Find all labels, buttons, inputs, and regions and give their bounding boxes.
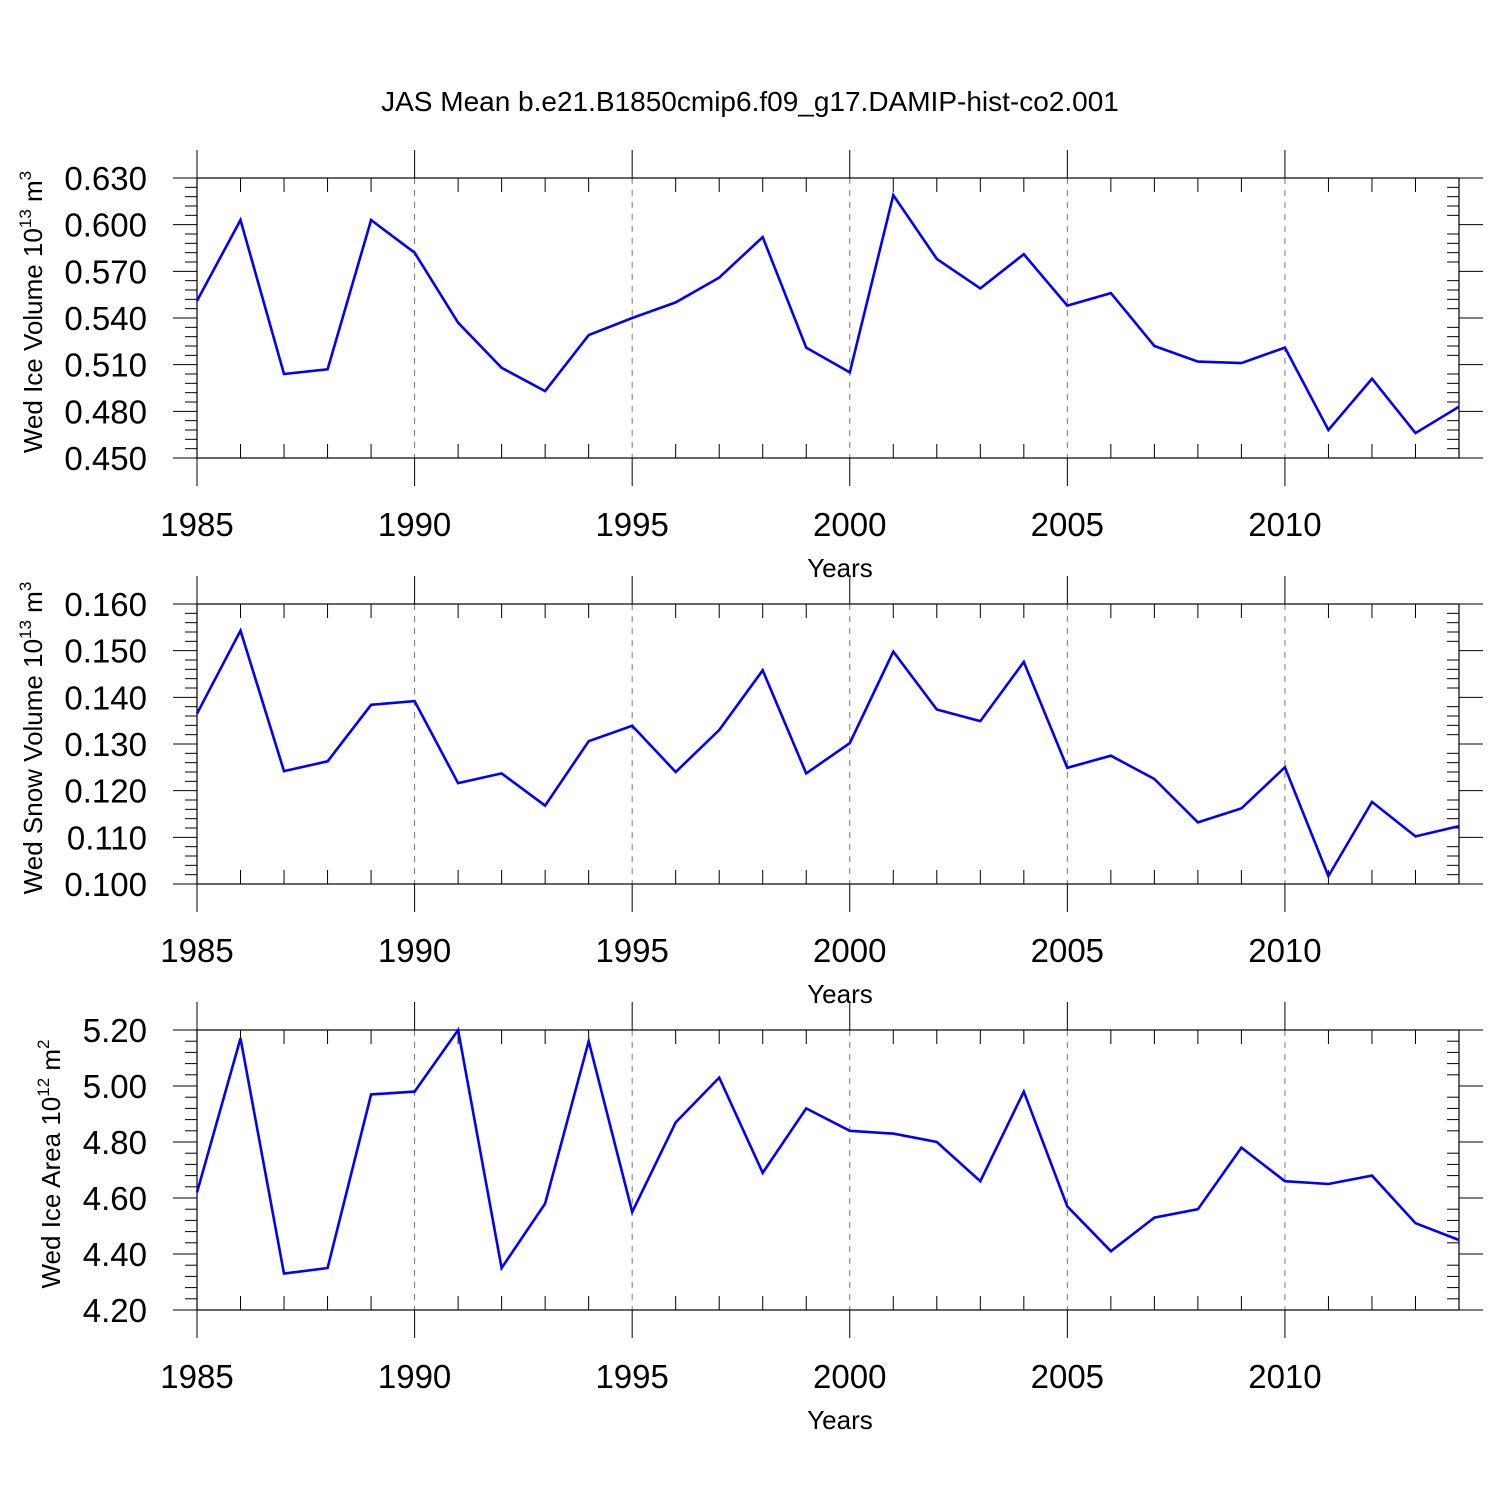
- series-line: [195, 627, 1460, 880]
- y-label-exponent: 13: [16, 209, 35, 228]
- chart-panel-1: 1985 1990 1995 2000 2005 2010 Years 0.450 0.480 0…: [16, 150, 1483, 583]
- y-tick-label: 5.00: [83, 1068, 147, 1105]
- x-tick-label: 1995: [595, 1358, 668, 1395]
- x-tick-label: 1985: [160, 932, 233, 969]
- y-label-unit-exponent: 3: [16, 582, 35, 591]
- x-tick-label: 1995: [595, 932, 668, 969]
- y-axis-label: Wed Snow Volume 1013 m3: [16, 582, 48, 895]
- chart-panel-3: 1985 1990 1995 2000 2005 2010 Years 4.20 4.40 4.6…: [34, 1002, 1483, 1435]
- x-tick-label: 2010: [1248, 506, 1321, 543]
- y-axis-label: Wed Ice Volume 1013 m3: [16, 171, 48, 453]
- y-tick-label: 4.60: [83, 1180, 147, 1217]
- y-tick-label: 0.160: [64, 586, 147, 623]
- y-tick-label: 0.140: [64, 679, 147, 716]
- y-label-unit: m: [18, 591, 48, 620]
- y-label-exponent: 13: [16, 620, 35, 639]
- x-tick-label: 2005: [1031, 506, 1104, 543]
- y-label-unit: m: [18, 180, 48, 209]
- series-line: [195, 1026, 1460, 1276]
- x-tick-label: 2000: [813, 932, 886, 969]
- chart-panel-2: 1985 1990 1995 2000 2005 2010 Years 0.100 0.110 0…: [16, 576, 1483, 1009]
- x-tick-label: 2005: [1031, 932, 1104, 969]
- y-tick-label: 4.80: [83, 1124, 147, 1161]
- y-tick-label: 5.20: [83, 1012, 147, 1049]
- y-tick-label: 4.40: [83, 1236, 147, 1273]
- x-axis-label: Years: [807, 1405, 873, 1435]
- x-axis-label: Years: [807, 979, 873, 1009]
- series-line: [195, 191, 1460, 435]
- x-tick-label: 1995: [595, 506, 668, 543]
- y-tick-label: 0.130: [64, 726, 147, 763]
- y-tick-label: 0.100: [64, 866, 147, 903]
- y-label-unit: m: [36, 1049, 66, 1078]
- x-tick-label: 1990: [378, 506, 451, 543]
- y-label-base: Wed Snow Volume 10: [18, 639, 48, 894]
- x-tick-label: 2005: [1031, 1358, 1104, 1395]
- y-label-base: Wed Ice Volume 10: [18, 228, 48, 453]
- y-label-unit-exponent: 3: [16, 171, 35, 180]
- x-axis-label: Years: [807, 553, 873, 583]
- y-label-exponent: 12: [34, 1078, 53, 1097]
- x-tick-label: 1990: [378, 932, 451, 969]
- y-tick-label: 0.110: [67, 819, 147, 856]
- y-label-base: Wed Ice Area 10: [36, 1097, 66, 1289]
- y-tick-label: 0.540: [64, 300, 147, 337]
- y-tick-label: 0.600: [64, 207, 147, 244]
- y-axis-label: Wed Ice Area 1012 m2: [34, 1039, 66, 1288]
- y-tick-label: 4.20: [83, 1292, 147, 1329]
- y-tick-label: 0.150: [64, 633, 147, 670]
- x-tick-label: 2000: [813, 1358, 886, 1395]
- plot-frame: [196, 177, 1460, 459]
- y-tick-label: 0.570: [64, 253, 147, 290]
- x-tick-label: 1990: [378, 1358, 451, 1395]
- figure-title: JAS Mean b.e21.B1850cmip6.f09_g17.DAMIP-…: [381, 86, 1119, 117]
- y-tick-label: 0.450: [64, 440, 147, 477]
- x-tick-label: 2010: [1248, 932, 1321, 969]
- plot-frame: [196, 603, 1460, 885]
- y-label-unit-exponent: 2: [34, 1039, 53, 1048]
- x-tick-label: 2000: [813, 506, 886, 543]
- y-tick-label: 0.120: [64, 773, 147, 810]
- x-tick-label: 2010: [1248, 1358, 1321, 1395]
- y-tick-label: 0.480: [64, 393, 147, 430]
- plot-frame: [196, 1029, 1460, 1311]
- y-tick-label: 0.510: [64, 347, 147, 384]
- x-tick-label: 1985: [160, 1358, 233, 1395]
- y-tick-label: 0.630: [64, 160, 147, 197]
- x-tick-label: 1985: [160, 506, 233, 543]
